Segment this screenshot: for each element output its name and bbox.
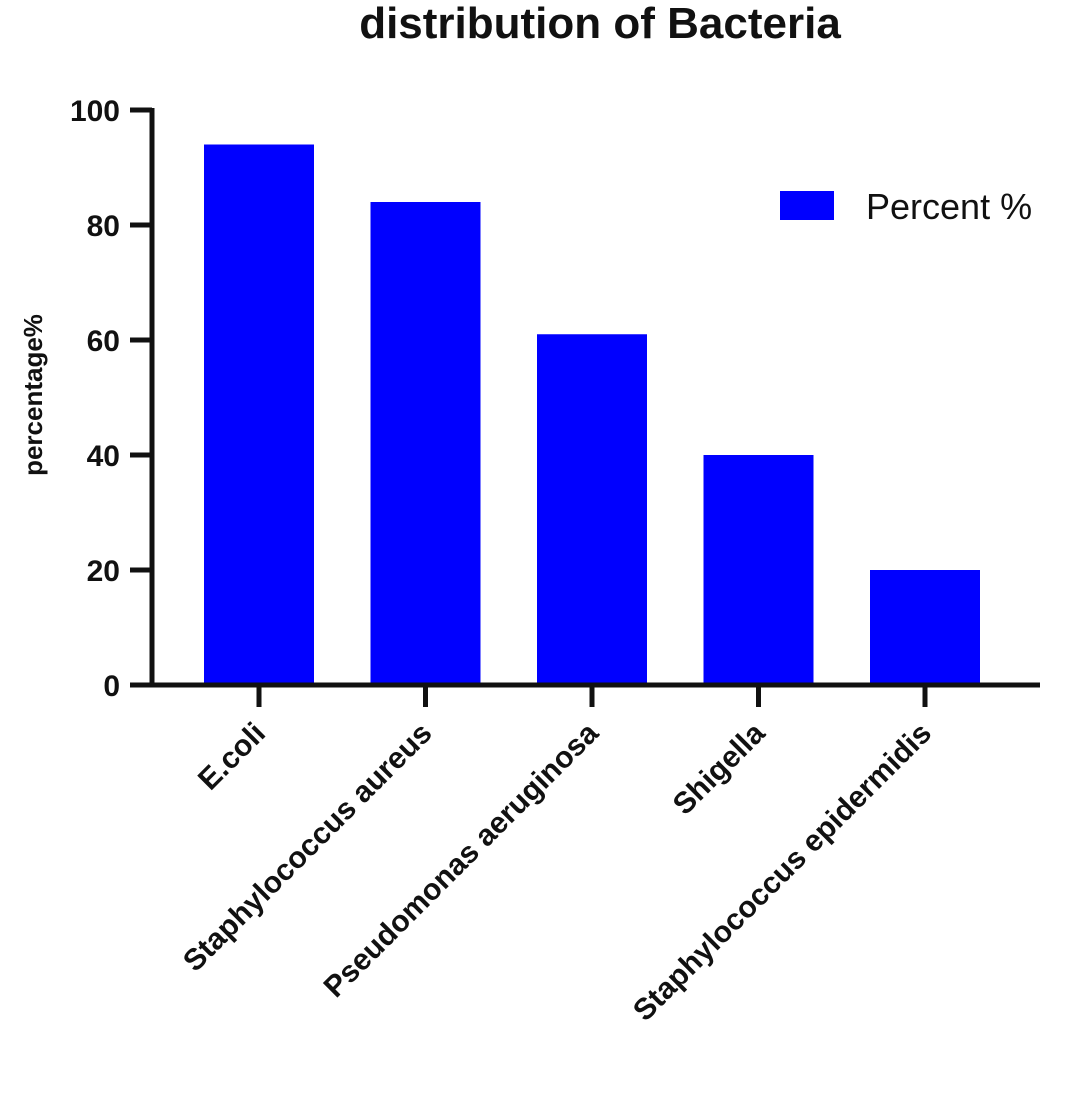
y-tick-label: 0: [103, 670, 120, 703]
bar-shigella: [703, 455, 814, 685]
x-tick-label: Shigella: [667, 716, 772, 821]
x-tick-label: Pseudomonas aeruginosa: [318, 716, 606, 1004]
y-tick-label: 20: [87, 555, 120, 588]
bar-e-coli: [204, 144, 314, 685]
chart-title: distribution of Bacteria: [359, 0, 841, 48]
legend-swatch: [780, 191, 834, 220]
legend-label: Percent %: [866, 186, 1032, 227]
legend: Percent %: [780, 186, 1032, 227]
y-tick-label: 60: [87, 325, 120, 358]
x-tick-label: Staphylococcus epidermidis: [627, 717, 938, 1028]
y-axis-label: percentage%: [18, 314, 48, 476]
y-tick-label: 40: [87, 440, 120, 473]
bar-staphylococcus-epidermidis: [870, 570, 980, 685]
bar-pseudomonas-aeruginosa: [537, 334, 647, 685]
y-tick-label: 80: [87, 210, 120, 243]
y-tick-label: 100: [70, 95, 120, 128]
bars-group: [204, 144, 980, 685]
y-ticks-group: 0 20 40 60 80 100: [70, 95, 152, 703]
x-tick-label: E.coli: [192, 717, 272, 797]
bar-staphylococcus-aureus: [370, 202, 481, 685]
